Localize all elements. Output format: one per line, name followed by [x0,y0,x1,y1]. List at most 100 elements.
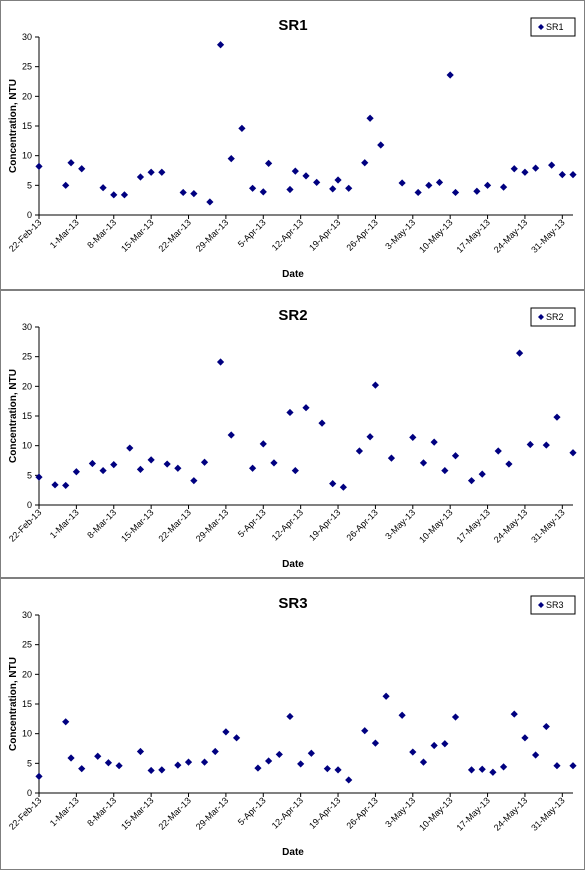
y-tick-label: 20 [22,669,32,679]
data-point [147,766,155,775]
y-tick-label: 15 [22,699,32,709]
x-tick-label: 3-May-13 [383,507,417,541]
data-point [249,184,257,192]
data-point [542,722,550,731]
data-point [136,173,145,181]
data-point [200,458,209,466]
data-point [409,433,417,441]
x-tick-label: 1-Mar-13 [48,217,81,250]
data-point [548,161,556,169]
data-point [339,483,347,491]
y-tick-label: 5 [27,470,32,480]
data-point [329,480,337,488]
x-tick-label: 29-Mar-13 [194,507,230,543]
x-tick-label: 5-Apr-13 [236,795,268,827]
data-point [259,188,267,196]
data-point [473,187,481,195]
x-tick-label: 24-May-13 [492,795,529,832]
x-axis-title: Date [282,847,304,858]
x-tick-label: 10-May-13 [417,795,454,832]
data-point [414,188,422,197]
x-tick-label: 1-Mar-13 [48,795,81,828]
x-tick-label: 31-May-13 [529,507,566,544]
x-tick-label: 5-Apr-13 [236,217,268,249]
data-point [435,178,444,186]
x-tick-label: 22-Mar-13 [157,507,193,543]
data-point [371,381,380,389]
chart-panel-sr1: SR1 0 5 10 15 20 25 30 22-Feb-13 1-Mar-13 8-Mar-13… [0,0,585,290]
data-point [398,179,406,187]
x-tick-label: 24-May-13 [492,507,529,544]
data-point [532,751,540,759]
chart-panel-sr2: SR2 0 5 10 15 20 25 30 22-Feb-13 1-Mar-13 8-Mar-13… [0,290,585,578]
data-point [291,167,299,175]
y-tick-label: 10 [22,441,32,451]
data-point [227,155,235,163]
x-axis-title: Date [282,559,304,570]
x-tick-label: 22-Mar-13 [157,217,193,253]
data-point [441,740,449,748]
x-tick-label: 22-Feb-13 [7,217,43,253]
data-point [313,178,321,186]
legend-label: SR1 [546,22,564,32]
legend-label: SR2 [546,312,564,322]
data-point [446,71,454,79]
data-point [275,750,283,759]
data-point [366,433,374,441]
data-point [136,747,145,756]
x-tick-label: 8-Mar-13 [85,507,118,540]
data-point [136,465,145,473]
data-point [174,761,182,769]
x-tick-label: 10-May-13 [417,217,454,254]
y-tick-label: 0 [27,500,32,510]
y-tick-label: 0 [27,788,32,798]
data-point [409,748,417,756]
data-point [51,481,59,489]
data-point [265,159,273,167]
data-point [478,470,486,478]
chart-svg: SR2 0 5 10 15 20 25 30 22-Feb-13 1-Mar-13 8-Mar-13… [7,307,577,570]
x-tick-label: 24-May-13 [492,217,529,254]
data-point [483,181,492,189]
data-point [430,741,438,750]
data-point [569,762,577,770]
x-tick-label: 3-May-13 [383,795,417,829]
x-tick-label: 17-May-13 [454,795,491,832]
chart-svg: SR3 0 5 10 15 20 25 30 22-Feb-13 1-Mar-13 8-Mar-13… [7,595,577,858]
data-point [211,747,219,756]
x-tick-label: 31-May-13 [529,795,566,832]
data-point [345,776,353,784]
y-tick-label: 30 [22,32,32,42]
data-point [499,763,508,771]
data-point [110,461,118,469]
data-point [441,466,449,475]
data-point [451,188,460,197]
x-tick-label: 12-Apr-13 [270,217,305,252]
data-point [355,447,363,455]
data-point [67,159,75,167]
x-tick-label: 26-Apr-13 [344,795,379,830]
y-tick-label: 30 [22,322,32,332]
x-tick-label: 8-Mar-13 [85,795,118,828]
data-point [222,728,230,736]
x-tick-label: 29-Mar-13 [194,795,230,831]
x-tick-label: 3-May-13 [383,217,417,251]
data-point [62,481,70,490]
x-tick-label: 19-Apr-13 [307,795,342,830]
legend-box [530,17,576,37]
data-point [366,114,374,122]
data-point [329,185,337,193]
data-point [302,404,310,412]
x-tick-label: 15-Mar-13 [119,507,155,543]
data-point [62,181,70,189]
y-tick-label: 25 [22,640,32,650]
y-tick-label: 20 [22,91,32,101]
data-point [371,739,380,747]
data-point [254,764,262,772]
data-point [216,41,225,49]
legend-marker [538,314,544,320]
y-tick-label: 25 [22,62,32,72]
data-point [206,198,214,206]
data-point [467,766,476,774]
data-point [163,460,171,468]
